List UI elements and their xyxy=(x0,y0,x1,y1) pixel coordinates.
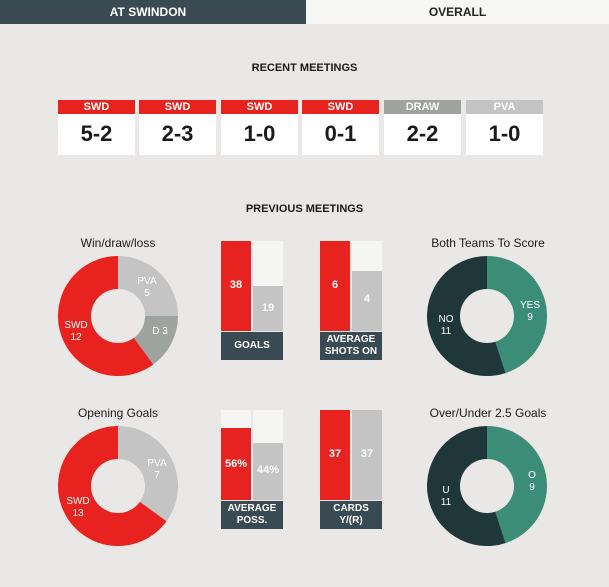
recent-match-card: DRAW 2-2 xyxy=(384,100,461,155)
wdl-title: Win/draw/loss xyxy=(80,236,156,250)
recent-match-card: SWD 5-2 xyxy=(58,100,135,155)
shots-away-bar: 4 xyxy=(352,241,382,331)
goals-caption: GOALS xyxy=(221,332,283,360)
possession-home-bar: 56% xyxy=(221,410,251,500)
recent-meetings-heading: RECENT MEETINGS xyxy=(251,62,358,74)
recent-match-score: 1-0 xyxy=(243,121,276,146)
btts-no-label: NO 11 xyxy=(438,314,454,337)
cards-home-fill xyxy=(320,410,350,500)
opening-swd-label: SWD 13 xyxy=(66,496,90,519)
shots-caption: AVERAGE SHOTS ON xyxy=(320,332,382,360)
possession-away-fill xyxy=(253,443,283,500)
goals-away-bar: 19 xyxy=(253,241,283,331)
goals-home-fill xyxy=(221,241,251,331)
shots-away-value: 4 xyxy=(363,293,371,305)
ou-donut xyxy=(427,426,547,546)
recent-match-card: PVA 1-0 xyxy=(466,100,543,155)
cards-away-fill xyxy=(352,410,382,500)
shots-home-bar: 6 xyxy=(320,241,350,331)
recent-match-score: 0-1 xyxy=(324,121,357,146)
recent-match-score: 2-2 xyxy=(406,121,439,146)
recent-match-card: SWD 2-3 xyxy=(139,100,216,155)
recent-match-card: SWD 1-0 xyxy=(221,100,298,155)
btts-yes-label: YES 9 xyxy=(519,300,540,323)
ou-u-label: U 11 xyxy=(440,485,452,508)
recent-match-card: SWD 0-1 xyxy=(302,100,379,155)
goals-away-value: 19 xyxy=(261,302,275,314)
goals-home-value: 38 xyxy=(229,279,243,291)
wdl-draw-label: D 3 xyxy=(152,326,168,337)
possession-caption: AVERAGE POSS. xyxy=(221,501,283,529)
ou-slice-over xyxy=(487,426,547,544)
shots-home-value: 6 xyxy=(331,279,339,291)
recent-match-score: 1-0 xyxy=(488,121,521,146)
possession-home-fill xyxy=(221,428,251,500)
shots-home-fill xyxy=(320,241,350,331)
tab-overall-label: OVERALL xyxy=(428,5,487,19)
cards-caption: CARDS Y/(R) xyxy=(320,501,382,529)
recent-match-score: 5-2 xyxy=(80,121,113,146)
donut-hole xyxy=(91,459,145,513)
recent-match-result: SWD xyxy=(58,100,135,114)
btts-donut xyxy=(427,256,547,376)
donut-hole xyxy=(460,459,514,513)
recent-match-score: 2-3 xyxy=(161,121,194,146)
possession-away-bar: 44% xyxy=(253,410,283,500)
ou-title: Over/Under 2.5 Goals xyxy=(429,406,547,420)
cards-home-value: 37 xyxy=(328,448,342,460)
recent-match-result: SWD xyxy=(139,100,216,114)
recent-match-result: SWD xyxy=(302,100,379,114)
wdl-pva-label: PVA 5 xyxy=(137,276,157,299)
goals-away-fill xyxy=(253,286,283,331)
opening-pva-label: PVA 7 xyxy=(147,458,167,481)
opening-donut xyxy=(58,426,178,546)
possession-away-value: 44% xyxy=(256,464,280,476)
donut-hole xyxy=(91,289,145,343)
opening-title: Opening Goals xyxy=(77,406,159,420)
recent-match-result: DRAW xyxy=(384,100,461,114)
goals-home-bar: 38 xyxy=(221,241,251,331)
tab-at-swindon-label: AT SWINDON xyxy=(109,5,187,19)
recent-match-result: PVA xyxy=(466,100,543,114)
donut-hole xyxy=(460,289,514,343)
wdl-donut xyxy=(58,256,178,376)
cards-home-bar: 37 xyxy=(320,410,350,500)
opening-slice-pva xyxy=(118,426,178,522)
cards-away-bar: 37 xyxy=(352,410,382,500)
tab-overall[interactable]: OVERALL xyxy=(306,0,609,24)
tab-at-swindon[interactable]: AT SWINDON xyxy=(0,0,318,24)
wdl-swd-label: SWD 12 xyxy=(64,320,88,343)
btts-title: Both Teams To Score xyxy=(431,236,545,250)
btts-slice-yes xyxy=(487,256,547,374)
possession-home-value: 56% xyxy=(224,458,248,470)
previous-meetings-heading: PREVIOUS MEETINGS xyxy=(245,203,364,215)
recent-match-result: SWD xyxy=(221,100,298,114)
shots-away-fill xyxy=(352,271,382,331)
cards-away-value: 37 xyxy=(360,448,374,460)
